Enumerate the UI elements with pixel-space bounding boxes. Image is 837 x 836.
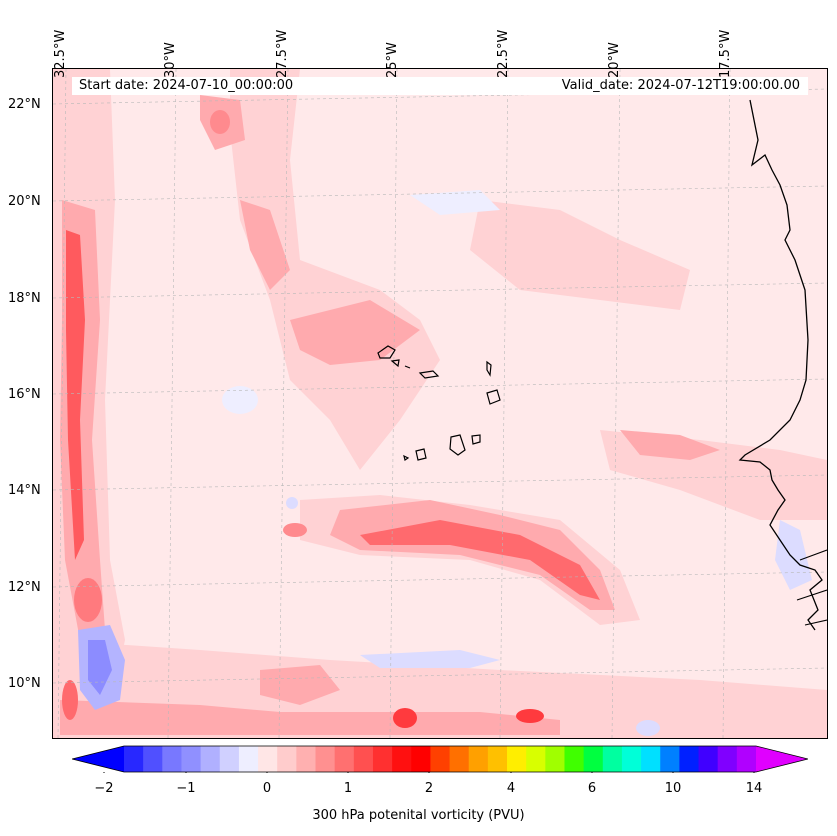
colorbar-segment (258, 746, 278, 772)
colorbar (72, 745, 808, 773)
colorbar-segment (545, 746, 565, 772)
longitude-label: 30°W (163, 42, 178, 78)
colorbar-segment (353, 746, 374, 772)
colorbar-segment (736, 746, 757, 772)
colorbar-segment (698, 746, 719, 772)
colorbar-segment (679, 746, 700, 772)
colorbar-segment (181, 746, 202, 772)
colorbar-segment (411, 746, 431, 772)
colorbar-segment (621, 746, 642, 772)
colorbar-segment (162, 746, 182, 772)
longitude-label: 25°W (385, 42, 400, 78)
colorbar-segment (124, 746, 144, 772)
latitude-label: 16°N (8, 387, 41, 402)
colorbar-segment (564, 746, 585, 772)
colorbar-tick-label: 4 (506, 781, 516, 796)
valid-date-label: Valid_date: 2024-07-12T19:00:00.00 (561, 78, 800, 93)
colorbar-segment (487, 746, 508, 772)
colorbar-tick-label: 14 (745, 781, 763, 796)
latitude-label: 12°N (8, 580, 41, 595)
latitude-label: 22°N (8, 97, 41, 112)
colorbar-segment (315, 746, 336, 772)
colorbar-segment (583, 746, 604, 772)
colorbar-segment (296, 746, 317, 772)
colorbar-segment (602, 746, 623, 772)
colorbar-tick-label: 6 (587, 781, 597, 796)
latitude-label: 10°N (8, 676, 41, 691)
latitude-label: 20°N (8, 194, 41, 209)
colorbar-outline (72, 745, 808, 773)
colorbar-segment (143, 746, 163, 772)
latitude-label: 18°N (8, 291, 41, 306)
colorbar-segment (372, 746, 393, 772)
colorbar-segment (468, 746, 489, 772)
colorbar-tick-label: 2 (424, 781, 434, 796)
longitude-label: 17.5°W (718, 29, 733, 78)
colorbar-segment (507, 746, 527, 772)
date-header-box (72, 77, 808, 95)
colorbar-tick-label: 1 (343, 781, 353, 796)
colorbar-segment (277, 746, 297, 772)
start-date-label: Start date: 2024-07-10_00:00:00 (79, 78, 294, 93)
map-frame (52, 68, 828, 739)
colorbar-segment (200, 746, 221, 772)
colorbar-segment (219, 746, 240, 772)
longitude-label: 32.5°W (53, 29, 68, 78)
colorbar-tick-label: 10 (664, 781, 682, 796)
colorbar-title: 300 hPa potenital vorticity (PVU) (312, 808, 525, 823)
colorbar-segment (392, 746, 412, 772)
colorbar-segment (641, 746, 661, 772)
colorbar-segment (526, 746, 546, 772)
longitude-label: 27.5°W (275, 29, 290, 78)
latitude-label: 14°N (8, 483, 41, 498)
colorbar-extend-high (756, 746, 808, 772)
colorbar-tick-label: −2 (94, 781, 114, 796)
colorbar-segment (717, 746, 738, 772)
colorbar-segment (449, 746, 470, 772)
colorbar-extend-low (72, 746, 124, 772)
colorbar-tick-label: 0 (262, 781, 272, 796)
colorbar-segment (660, 746, 680, 772)
colorbar-segment (334, 746, 355, 772)
longitude-label: 22.5°W (496, 29, 511, 78)
colorbar-segment (430, 746, 451, 772)
colorbar-segment (238, 746, 259, 772)
longitude-label: 20°W (607, 42, 622, 78)
colorbar-tick-label: −1 (176, 781, 196, 796)
